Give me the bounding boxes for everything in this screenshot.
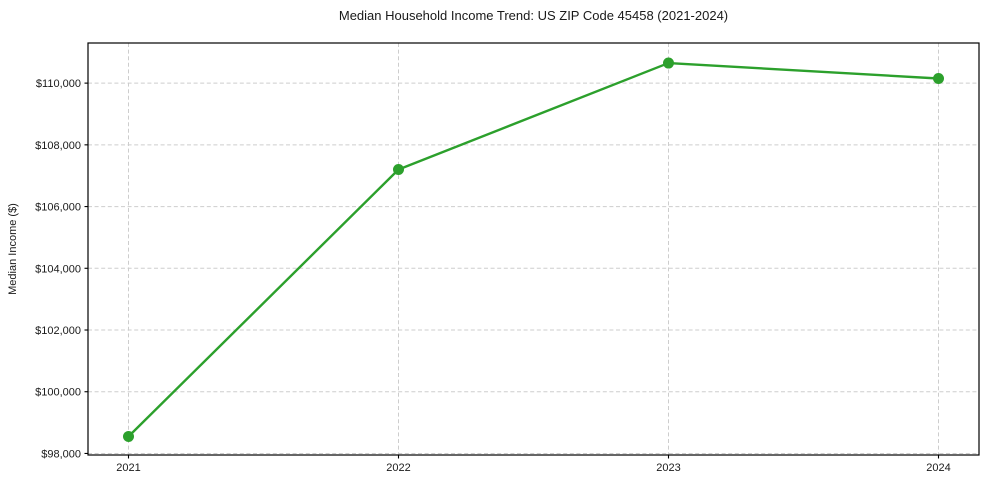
data-point-2022 bbox=[393, 164, 404, 176]
y-tick-label: $98,000 bbox=[41, 448, 81, 460]
y-tick-label: $106,000 bbox=[35, 202, 81, 214]
chart-title: Median Household Income Trend: US ZIP Co… bbox=[339, 8, 728, 23]
axis-layer: $98,000 $100,000 $102,000 $104,000 $106,000 $… bbox=[35, 78, 951, 474]
y-tick-label: $110,000 bbox=[36, 78, 81, 90]
y-tick-label: $100,000 bbox=[35, 387, 81, 399]
data-point-2021 bbox=[123, 430, 134, 442]
grid-layer bbox=[88, 43, 979, 455]
x-tick-label: 2024 bbox=[926, 462, 950, 474]
y-axis-label: Median Income ($) bbox=[7, 203, 19, 295]
x-tick-label: 2022 bbox=[386, 462, 410, 474]
data-point-2023 bbox=[663, 57, 674, 69]
y-tick-label: $108,000 bbox=[35, 140, 81, 152]
x-tick-label: 2021 bbox=[116, 462, 140, 474]
x-tick-label: 2023 bbox=[656, 462, 680, 474]
plot-border bbox=[87, 42, 980, 456]
y-tick-label: $102,000 bbox=[35, 325, 81, 337]
data-point-2024 bbox=[933, 72, 944, 84]
data-series-layer bbox=[123, 57, 944, 442]
y-tick-label: $104,000 bbox=[35, 263, 81, 275]
income-trend-line bbox=[127, 61, 940, 438]
